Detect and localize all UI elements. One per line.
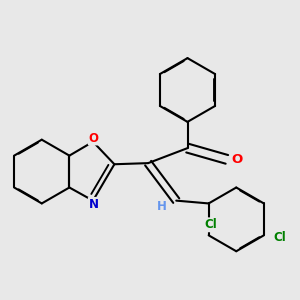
Text: O: O <box>89 131 99 145</box>
Text: N: N <box>89 198 99 211</box>
Text: H: H <box>157 200 167 213</box>
Text: Cl: Cl <box>273 231 286 244</box>
Text: Cl: Cl <box>204 218 217 231</box>
Text: O: O <box>232 153 243 166</box>
